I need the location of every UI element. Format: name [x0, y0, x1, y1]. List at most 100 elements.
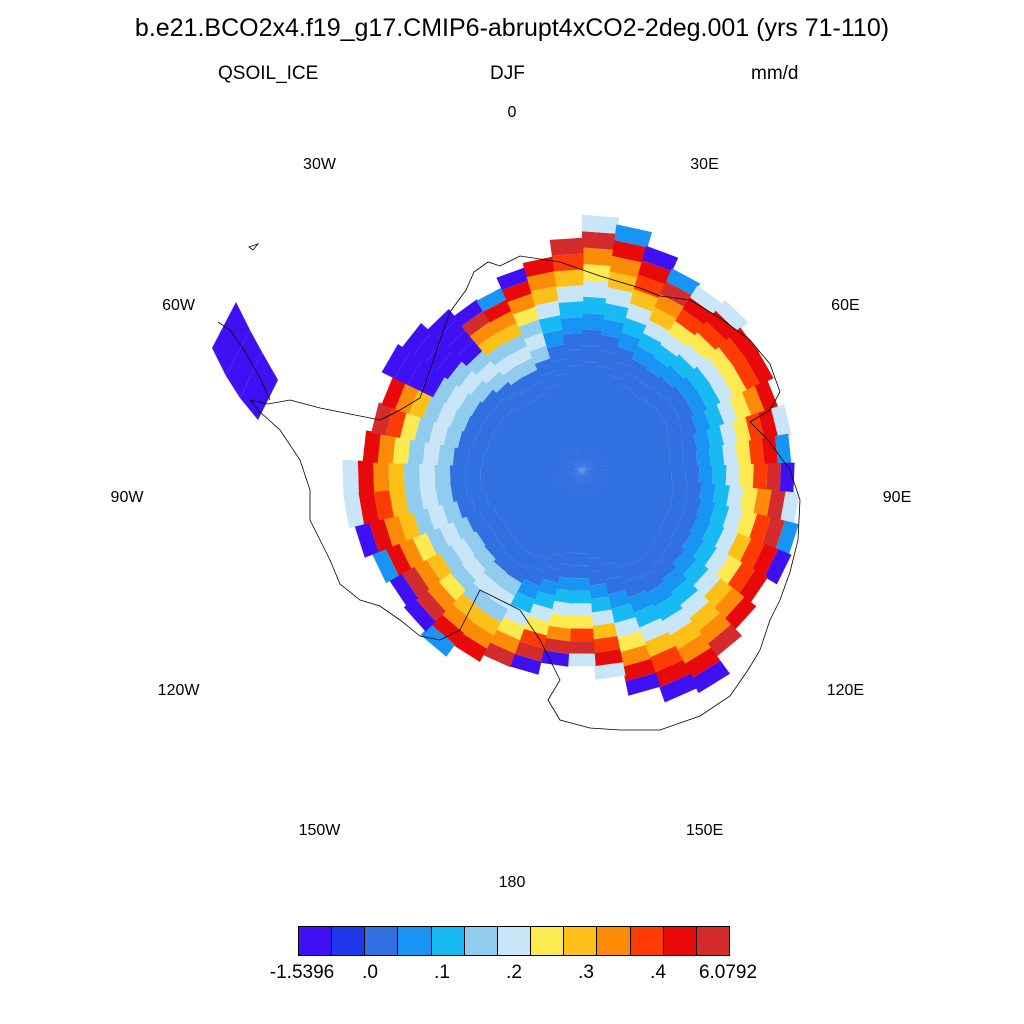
map-cell — [482, 561, 508, 585]
map-cell — [494, 354, 518, 376]
map-cell — [724, 596, 757, 631]
map-cell — [679, 590, 710, 619]
colorbar-label: .3 — [578, 962, 594, 983]
map-cell — [226, 330, 262, 398]
map-cell — [582, 231, 617, 250]
map-cell — [722, 506, 744, 534]
map-cell — [660, 332, 687, 358]
map-cell — [398, 511, 421, 541]
map-cell — [660, 365, 685, 389]
map-cell — [451, 592, 481, 621]
season-label: DJF — [490, 63, 525, 84]
coastline — [248, 255, 801, 731]
map-cell — [582, 397, 653, 470]
map-cell — [582, 416, 669, 470]
map-cell — [696, 499, 716, 523]
map-cell — [766, 463, 781, 493]
map-cell — [547, 344, 568, 363]
map-cell — [612, 240, 648, 263]
map-cell — [567, 364, 583, 470]
map-cell — [551, 470, 582, 557]
lon-label-150w: 150W — [298, 822, 341, 840]
map-cell — [461, 582, 490, 609]
map-cell — [722, 442, 738, 466]
map-cell — [746, 351, 774, 385]
map-cell — [648, 646, 683, 673]
map-cell — [449, 563, 476, 591]
map-cell — [470, 609, 501, 636]
lon-label-150e: 150E — [685, 822, 724, 840]
map-cell — [342, 460, 359, 496]
map-cell — [457, 430, 477, 451]
map-cell — [719, 421, 738, 446]
map-cell — [428, 420, 449, 446]
map-cell — [671, 466, 686, 482]
map-cell — [592, 636, 621, 653]
map-cell — [426, 580, 456, 612]
map-cell — [537, 578, 558, 597]
map-cell — [523, 332, 548, 352]
map-cell — [691, 660, 730, 694]
map-cell — [401, 323, 432, 356]
map-cell — [526, 271, 558, 292]
map-cell — [715, 555, 743, 586]
map-cell — [388, 572, 419, 607]
map-cell — [688, 601, 721, 632]
map-cell — [582, 214, 620, 234]
map-cell — [434, 463, 451, 486]
map-cell — [582, 296, 608, 315]
map-cell — [749, 513, 772, 545]
map-cell — [482, 642, 516, 668]
map-cell — [422, 395, 445, 423]
map-cell — [381, 376, 406, 410]
map-cell — [445, 384, 469, 410]
map-cell — [591, 609, 615, 626]
map-cell — [643, 632, 676, 658]
map-cell — [542, 637, 570, 655]
map-cell — [452, 446, 470, 466]
map-cell — [582, 280, 610, 299]
map-cell — [752, 463, 768, 491]
map-cell — [716, 398, 739, 425]
map-cell — [588, 570, 607, 586]
map-cell — [582, 429, 671, 470]
map-cell — [722, 367, 748, 398]
map-cell — [617, 332, 642, 353]
map-cell — [604, 575, 626, 595]
map-cell — [424, 341, 452, 372]
map-cell — [540, 371, 558, 389]
map-cell — [603, 303, 630, 324]
map-cell — [477, 332, 504, 356]
map-cell — [695, 447, 711, 467]
map-cell — [492, 470, 582, 518]
map-cell — [419, 484, 439, 510]
map-cell — [712, 465, 727, 487]
map-cell — [771, 404, 792, 437]
map-cell — [460, 554, 486, 580]
map-cell — [648, 307, 678, 332]
map-cell — [619, 645, 651, 667]
map-cell — [651, 556, 677, 581]
map-cell — [463, 530, 486, 555]
map-cell — [439, 521, 462, 547]
map-cell — [558, 301, 584, 319]
map-cell — [706, 310, 738, 342]
map-cell — [582, 466, 673, 480]
map-cell — [505, 407, 582, 470]
colorbar-box — [365, 927, 399, 955]
map-cell — [697, 383, 722, 410]
map-cell — [516, 357, 538, 377]
map-cell — [673, 400, 695, 423]
lon-label-120w: 120W — [157, 681, 200, 699]
map-cell — [570, 603, 593, 616]
colorbar-box — [431, 927, 465, 955]
map-cell — [407, 360, 434, 391]
map-cell — [582, 470, 645, 565]
colorbar-label: .0 — [362, 962, 378, 983]
map-cell — [472, 571, 499, 597]
coastline-island — [248, 243, 260, 251]
map-cell — [480, 470, 582, 495]
map-cell — [739, 538, 765, 570]
map-cell — [625, 672, 661, 696]
map-cell — [596, 350, 617, 370]
